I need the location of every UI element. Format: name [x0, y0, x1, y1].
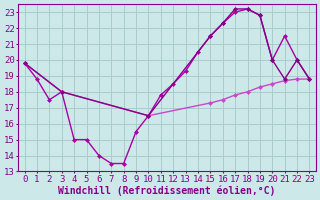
X-axis label: Windchill (Refroidissement éolien,°C): Windchill (Refroidissement éolien,°C) — [58, 185, 276, 196]
